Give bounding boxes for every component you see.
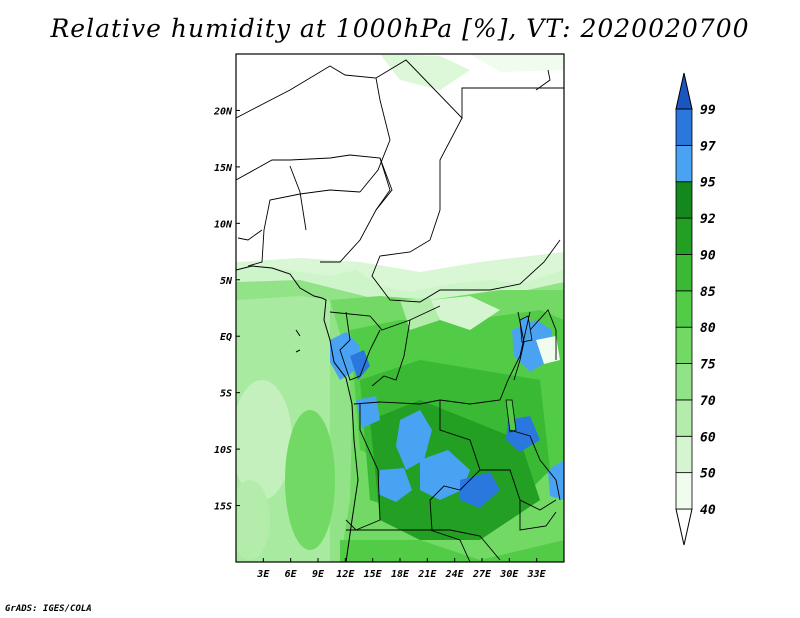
colorbar-segment xyxy=(675,144,693,183)
colorbar-segment xyxy=(675,290,693,328)
colorbar-label: 60 xyxy=(700,430,716,445)
colorbar-label: 99 xyxy=(700,103,716,118)
x-tick-label: 3E xyxy=(256,569,270,580)
colorbar-segment xyxy=(675,435,693,474)
colorbar-label: 92 xyxy=(700,212,716,227)
colorbar-under-triangle xyxy=(675,508,693,546)
x-tick-label: 30E xyxy=(499,569,519,580)
y-tick-label: 10S xyxy=(214,445,232,456)
humidity-field xyxy=(236,54,564,562)
colorbar-label: 70 xyxy=(700,394,716,409)
x-tick-label: 21E xyxy=(417,569,437,580)
coastline xyxy=(236,265,359,562)
colorbar-label: 75 xyxy=(700,358,716,373)
y-tick-label: 20N xyxy=(213,106,233,117)
colorbar-over-triangle xyxy=(675,72,693,110)
x-tick-label: 24E xyxy=(445,569,465,580)
y-tick-label: 10N xyxy=(214,219,233,230)
colorbar-segment xyxy=(675,399,693,437)
latitude-axis: 20N 15N 10N 5N EQ 5S 10S 15S xyxy=(213,106,240,513)
grads-credit: GrADS: IGES/COLA xyxy=(5,604,92,614)
colorbar-label: 95 xyxy=(700,176,716,191)
y-tick-label: EQ xyxy=(220,332,232,343)
colorbar-segment xyxy=(675,217,693,255)
colorbar-label: 50 xyxy=(700,467,716,482)
x-tick-label: 33E xyxy=(527,569,547,580)
y-tick-label: 15S xyxy=(214,502,232,513)
x-tick-label: 9E xyxy=(312,569,325,580)
political-borders xyxy=(236,59,564,562)
x-tick-label: 27E xyxy=(472,569,492,580)
colorbar-label: 80 xyxy=(700,321,716,336)
colorbar-segment xyxy=(675,326,693,364)
x-tick-label: 18E xyxy=(391,569,410,580)
colorbar-segment xyxy=(675,472,693,510)
colorbar-segment xyxy=(675,254,693,292)
colorbar-label: 85 xyxy=(700,285,716,300)
longitude-axis: 3E 6E 9E 12E 15E 18E 21E 24E 27E 30E 33E xyxy=(256,558,547,580)
x-tick-label: 15E xyxy=(364,569,383,580)
colorbar-segment xyxy=(675,181,693,219)
colorbar-label: 90 xyxy=(700,248,716,263)
map-title: Relative humidity at 1000hPa [%], VT: 20… xyxy=(50,14,750,43)
colorbar-label: 40 xyxy=(700,503,716,518)
x-tick-label: 6E xyxy=(285,569,298,580)
y-tick-label: 5N xyxy=(220,276,233,287)
colorbar: 40 50 60 70 75 80 85 90 92 95 97 99 xyxy=(675,72,716,546)
x-tick-label: 12E xyxy=(336,569,355,580)
y-tick-label: 15N xyxy=(214,163,233,174)
y-tick-label: 5S xyxy=(220,389,232,400)
colorbar-segment xyxy=(675,108,693,146)
colorbar-label: 97 xyxy=(700,139,716,154)
colorbar-segment xyxy=(675,363,693,401)
